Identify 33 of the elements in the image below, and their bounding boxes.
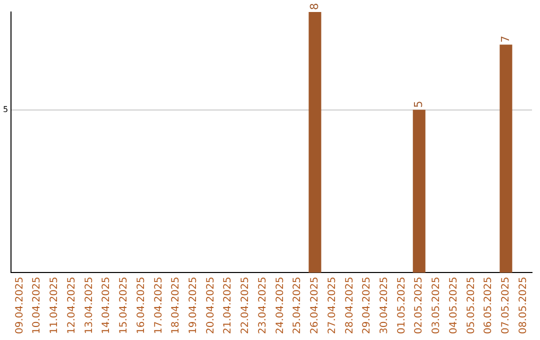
x-tick-label: 16.04.2025 — [136, 276, 147, 334]
x-tick-label: 06.05.2025 — [483, 276, 494, 334]
x-tick-label: 05.05.2025 — [466, 276, 477, 334]
x-tick-label: 30.04.2025 — [379, 276, 390, 334]
x-tick-label: 08.05.2025 — [518, 276, 529, 334]
x-tick-label: 22.04.2025 — [240, 276, 252, 334]
x-tick-label: 10.04.2025 — [32, 276, 43, 334]
x-tick-label: 11.04.2025 — [49, 276, 60, 334]
x-tick-label: 07.05.2025 — [500, 276, 512, 334]
x-tick-label: 23.04.2025 — [257, 276, 268, 334]
x-tick-label: 18.04.2025 — [170, 276, 182, 334]
data-label: 5 — [412, 100, 425, 108]
x-tick-label: 01.05.2025 — [396, 276, 408, 334]
x-tick-label: 26.04.2025 — [310, 276, 321, 334]
data-label: 8 — [308, 3, 321, 10]
x-tick-label: 03.05.2025 — [431, 276, 442, 334]
x-tick-label: 13.04.2025 — [84, 276, 95, 334]
x-tick-label: 28.04.2025 — [344, 276, 356, 334]
data-label: 7 — [498, 36, 512, 43]
x-tick-label: 24.04.2025 — [274, 276, 286, 334]
x-tick-label: 12.04.2025 — [66, 276, 78, 334]
x-tick-label: 17.04.2025 — [153, 276, 164, 334]
x-tick-label: 27.04.2025 — [326, 276, 338, 334]
x-tick-label: 29.04.2025 — [362, 276, 373, 334]
x-tick-label: 04.05.2025 — [448, 276, 460, 334]
x-tick-label: 19.04.2025 — [188, 276, 199, 334]
x-tick-label: 09.04.2025 — [14, 276, 26, 334]
x-tick-label: 20.04.2025 — [205, 276, 216, 334]
x-tick-label: 15.04.2025 — [118, 276, 130, 334]
x-tick-label: 14.04.2025 — [101, 276, 112, 334]
x-tick-label: 02.05.2025 — [414, 276, 425, 334]
x-tick-label: 25.04.2025 — [292, 276, 304, 334]
x-tick-label: 21.04.2025 — [222, 276, 234, 334]
